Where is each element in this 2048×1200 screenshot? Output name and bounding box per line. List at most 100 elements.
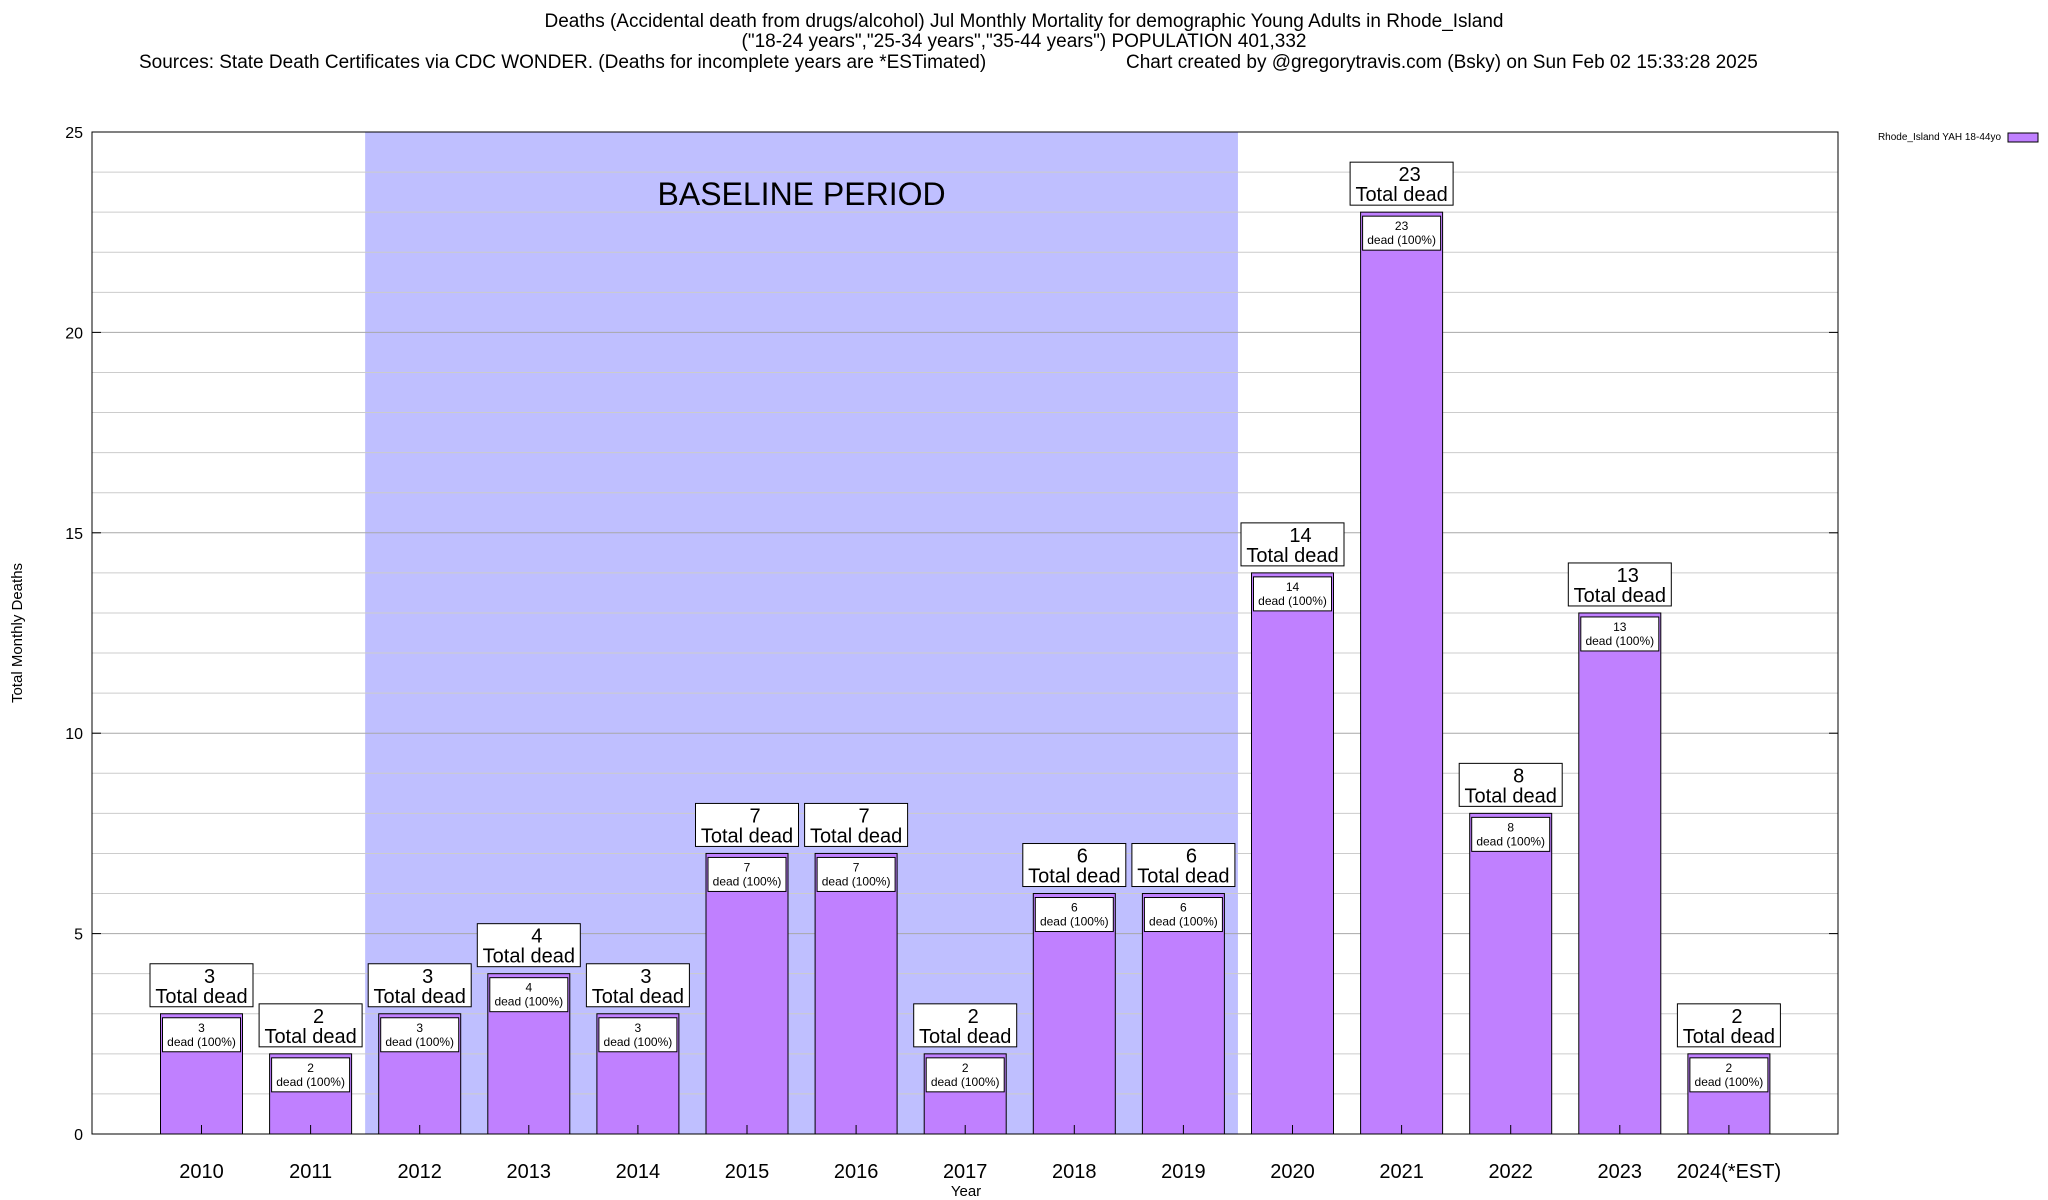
bar-total-value: 14: [1289, 525, 1311, 547]
bar-total-label-box: [1131, 843, 1236, 888]
bar-total-label-box: [1458, 762, 1563, 807]
bar-total-value: 3: [204, 966, 215, 988]
bar-total-value: 2: [313, 1006, 324, 1028]
bar-total-value: 7: [859, 805, 870, 827]
bar-inner-label: dead (100%): [385, 1035, 454, 1049]
bar-inner-value: 6: [1180, 901, 1187, 915]
x-tick-label: 2010: [179, 1161, 224, 1183]
bar-total-value: 8: [1513, 765, 1524, 787]
bar: [1360, 211, 1444, 1135]
bar-inner-label-box: [1471, 816, 1551, 852]
bar-total-value: 3: [640, 966, 651, 988]
bar-total-label: Total dead: [592, 986, 684, 1008]
bar-inner-value: 4: [525, 981, 532, 995]
x-axis-label: Year: [951, 1183, 981, 1200]
bar-inner-label: dead (100%): [1040, 915, 1109, 929]
chart-title: Deaths (Accidental death from drugs/alco…: [544, 11, 1504, 32]
bar: [1032, 893, 1116, 1135]
bar-total-label: Total dead: [1465, 785, 1557, 807]
bar-inner-label-box: [1689, 1057, 1769, 1093]
bar-inner-value: 3: [416, 1021, 423, 1035]
bar-inner-label-box: [271, 1057, 351, 1093]
bar-inner-label: dead (100%): [1149, 915, 1218, 929]
bar-total-label: Total dead: [155, 986, 247, 1008]
bar-total-label-box: [913, 1003, 1018, 1048]
bar-total-label-box: [1567, 562, 1672, 607]
bar-inner-label-box: [1253, 576, 1332, 612]
x-tick-label: 2018: [1052, 1161, 1097, 1183]
bar-inner-label-box: [816, 856, 896, 892]
bar-inner-label-box: [1580, 616, 1660, 652]
bar-inner-label: dead (100%): [713, 874, 782, 888]
bar-inner-value: 2: [962, 1061, 969, 1075]
bar: [1251, 572, 1334, 1135]
chart-credit: Chart created by @gregorytravis.com (Bsk…: [1126, 52, 1758, 73]
bar-inner-label: dead (100%): [167, 1035, 236, 1049]
bar-total-label-box: [367, 963, 472, 1008]
x-tick-label: 2024(*EST): [1677, 1161, 1782, 1183]
bar-inner-value: 3: [635, 1021, 642, 1035]
bar-total-label: Total dead: [810, 825, 902, 847]
bar-inner-label: dead (100%): [822, 874, 891, 888]
bar-total-value: 23: [1398, 164, 1420, 186]
bar-total-label: Total dead: [1028, 866, 1120, 888]
legend-label: Rhode_Island YAH 18-44yo: [1878, 132, 2001, 143]
bar-total-label: Total dead: [483, 946, 575, 968]
bar-total-value: 2: [968, 1006, 979, 1028]
bar-total-value: 4: [531, 926, 542, 948]
bar-inner-label: dead (100%): [931, 1075, 1000, 1089]
bar: [705, 852, 789, 1135]
bar-inner-label: dead (100%): [604, 1035, 673, 1049]
bar-inner-value: 2: [1726, 1061, 1733, 1075]
bar-inner-label: dead (100%): [1367, 233, 1436, 247]
x-tick-label: 2013: [507, 1161, 552, 1183]
bar-total-value: 7: [749, 805, 760, 827]
bar-total-value: 2: [1731, 1006, 1742, 1028]
bar-inner-value: 7: [744, 860, 751, 874]
bar-total-label-box: [585, 963, 690, 1008]
bar-inner-label-box: [598, 1017, 678, 1053]
x-tick-label: 2014: [616, 1161, 661, 1183]
bar-inner-label-box: [1143, 897, 1223, 933]
chart-title-block: Deaths (Accidental death from drugs/alco…: [0, 12, 2048, 52]
bar-total-label: Total dead: [701, 825, 793, 847]
x-tick-label: 2022: [1488, 1161, 1533, 1183]
bar-total-label-box: [258, 1003, 363, 1048]
bar-total-label-box: [1349, 161, 1454, 206]
y-tick-label: 5: [74, 927, 83, 944]
y-tick-label: 20: [65, 325, 83, 342]
chart-subtitle: ("18-24 years","25-34 years","35-44 year…: [741, 31, 1307, 52]
x-tick-label: 2019: [1161, 1161, 1206, 1183]
bar-total-value: 13: [1617, 565, 1639, 587]
y-tick-label: 15: [65, 526, 83, 543]
baseline-label: BASELINE PERIOD: [658, 176, 946, 212]
bar-inner-value: 2: [307, 1061, 314, 1075]
bar-inner-value: 13: [1613, 620, 1627, 634]
bar-inner-label: dead (100%): [1585, 634, 1654, 648]
bar-total-label: Total dead: [1137, 866, 1229, 888]
y-tick-label: 10: [65, 726, 83, 743]
bar-total-label: Total dead: [1355, 184, 1447, 206]
x-tick-label: 2021: [1379, 1161, 1424, 1183]
bar-inner-label-box: [162, 1017, 241, 1053]
chart-sources: Sources: State Death Certificates via CD…: [139, 52, 987, 73]
bar-inner-label: dead (100%): [1476, 834, 1545, 848]
bar-inner-label-box: [1034, 897, 1114, 933]
bar-total-value: 6: [1186, 846, 1197, 868]
bar-total-label-box: [1240, 522, 1345, 567]
legend-swatch: [2007, 132, 2039, 143]
y-tick-label: 25: [65, 125, 83, 142]
bar-inner-label-box: [380, 1017, 460, 1053]
bar-inner-label-box: [1362, 215, 1442, 251]
x-tick-label: 2015: [725, 1161, 770, 1183]
bar-inner-value: 14: [1286, 580, 1300, 594]
x-tick-label: 2012: [397, 1161, 442, 1183]
bar-inner-label-box: [925, 1057, 1005, 1093]
bar-total-label-box: [695, 802, 799, 847]
bar-inner-label-box: [489, 977, 569, 1013]
bar-inner-value: 3: [198, 1021, 205, 1035]
x-tick-label: 2023: [1598, 1161, 1643, 1183]
y-axis-label: Total Monthly Deaths: [9, 563, 26, 703]
plot-frame: [91, 131, 1839, 1135]
